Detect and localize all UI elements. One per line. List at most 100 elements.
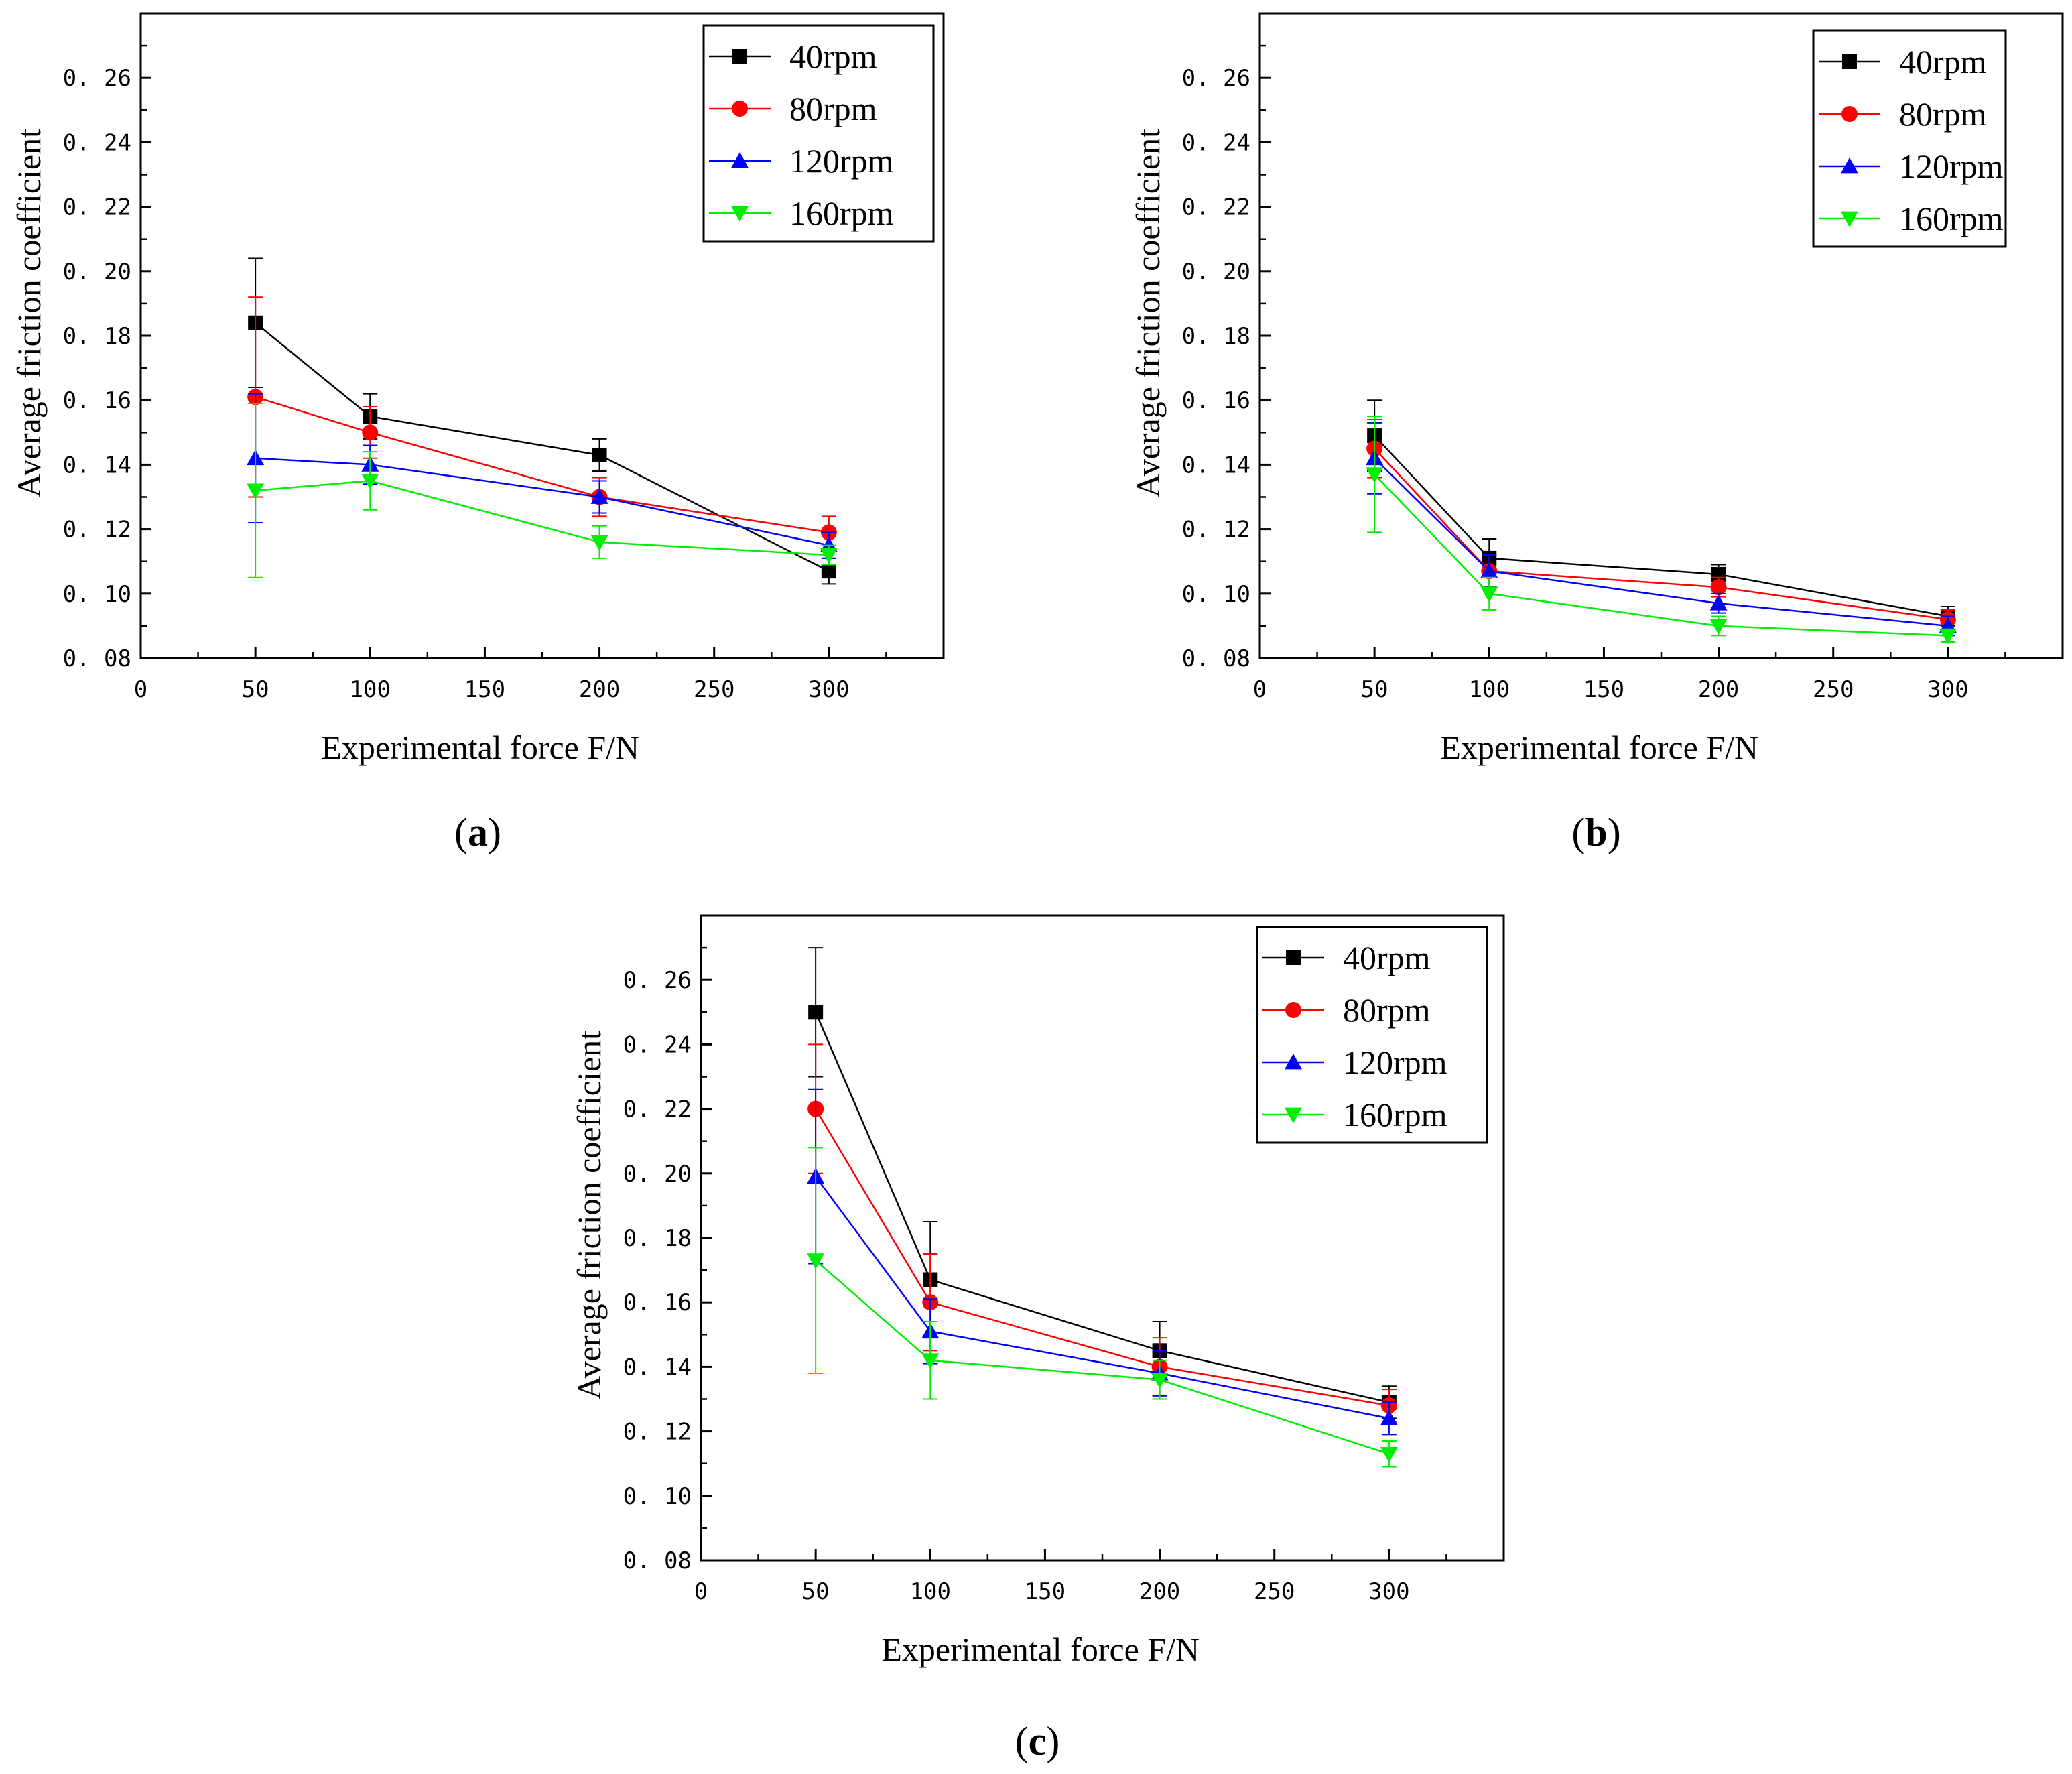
- x-tick-label: 100: [1469, 676, 1510, 703]
- chart-panel-c: 0 50 100 150 200 250 300 0. 08 0. 10 0. 12 0. 14 0.…: [570, 914, 1505, 1763]
- legend-marker: [732, 49, 747, 64]
- series-line: [255, 480, 829, 556]
- series-160rpm: [807, 1147, 1398, 1468]
- y-tick-label: 0. 16: [63, 387, 131, 414]
- x-axis-title: Experimental force F/N: [881, 1631, 1200, 1668]
- x-tick-label: 0: [134, 676, 147, 703]
- y-tick-label: 0. 24: [63, 129, 131, 156]
- data-point: [1151, 1373, 1169, 1389]
- panel-label: (b): [1571, 810, 1620, 854]
- y-tick-label: 0. 26: [63, 65, 131, 92]
- x-tick-label: 250: [694, 676, 734, 703]
- x-tick-label: 200: [1139, 1578, 1180, 1605]
- data-point: [1366, 467, 1384, 483]
- x-axis-title: Experimental force F/N: [1440, 728, 1758, 766]
- y-tick-label: 0. 10: [63, 581, 131, 608]
- chart-panel-b: 0 50 100 150 200 250 300 0. 08 0. 10 0. 12 0. 14 0.…: [1129, 12, 2064, 854]
- legend-label: 160rpm: [1343, 1096, 1447, 1133]
- data-point: [590, 488, 608, 504]
- legend-label: 80rpm: [1343, 991, 1431, 1029]
- legend-label: 120rpm: [789, 142, 894, 180]
- data-point: [1709, 619, 1728, 635]
- legend: 40rpm 80rpm 120rpm 160rpm: [1256, 926, 1488, 1144]
- y-tick-label: 0. 12: [63, 517, 131, 544]
- x-tick-label: 50: [242, 676, 269, 703]
- y-tick-label: 0. 20: [623, 1161, 692, 1188]
- y-tick-label: 0. 20: [1182, 259, 1250, 286]
- y-tick-label: 0. 12: [623, 1419, 692, 1446]
- data-point: [808, 1005, 824, 1020]
- data-point: [921, 1353, 940, 1369]
- legend-marker: [732, 101, 748, 117]
- y-tick-label: 0. 08: [1182, 645, 1250, 672]
- series-line: [815, 1259, 1390, 1455]
- data-point: [592, 447, 607, 462]
- x-tick-label: 300: [1368, 1578, 1409, 1605]
- y-axis-title: Average friction coefficient: [570, 1031, 608, 1400]
- y-tick-label: 0. 26: [1182, 65, 1250, 92]
- data-point: [1939, 628, 1957, 645]
- data-point: [807, 1253, 825, 1269]
- x-tick-label: 0: [1253, 676, 1267, 703]
- data-point: [247, 483, 265, 499]
- y-tick-label: 0. 24: [623, 1031, 692, 1058]
- x-tick-label: 0: [694, 1578, 708, 1605]
- y-tick-label: 0. 08: [623, 1547, 692, 1574]
- legend: 40rpm 80rpm 120rpm 160rpm: [1812, 29, 2007, 248]
- legend-marker: [731, 152, 749, 168]
- legend-label: 160rpm: [1899, 200, 2004, 237]
- x-tick-label: 200: [579, 676, 620, 703]
- series-160rpm: [1366, 416, 1957, 645]
- series-120rpm: [247, 393, 838, 559]
- legend-label: 80rpm: [789, 90, 877, 127]
- x-tick-label: 150: [464, 676, 505, 703]
- y-tick-label: 0. 22: [1182, 194, 1250, 221]
- y-tick-label: 0. 18: [63, 323, 131, 350]
- legend-marker: [1286, 950, 1301, 965]
- panel-label: (c): [1015, 1719, 1060, 1763]
- series-line: [815, 1108, 1390, 1407]
- y-tick-label: 0. 22: [623, 1096, 692, 1123]
- x-tick-label: 300: [1927, 676, 1968, 703]
- series-line: [255, 322, 830, 572]
- y-tick-label: 0. 10: [623, 1483, 692, 1510]
- legend-label: 80rpm: [1899, 95, 1987, 133]
- series-line: [1374, 448, 1949, 621]
- panel-label: (a): [454, 810, 501, 854]
- series-80rpm: [1366, 419, 1956, 630]
- y-tick-label: 0. 18: [623, 1225, 692, 1252]
- x-tick-label: 50: [1361, 676, 1388, 703]
- legend: 40rpm 80rpm 120rpm 160rpm: [702, 24, 935, 243]
- legend-label: 40rpm: [789, 38, 877, 75]
- legend-label: 120rpm: [1343, 1043, 1447, 1081]
- data-point: [361, 474, 379, 490]
- x-tick-label: 300: [808, 676, 849, 703]
- x-tick-label: 50: [802, 1578, 830, 1605]
- legend-marker: [1842, 54, 1857, 69]
- data-point: [590, 535, 608, 551]
- data-point: [362, 424, 379, 441]
- y-tick-label: 0. 26: [623, 967, 692, 994]
- x-tick-label: 100: [350, 676, 391, 703]
- x-tick-label: 250: [1813, 676, 1854, 703]
- y-tick-label: 0. 14: [1182, 452, 1250, 479]
- legend-label: 40rpm: [1343, 939, 1431, 976]
- y-tick-label: 0. 18: [1182, 323, 1250, 350]
- legend-marker: [1841, 211, 1858, 227]
- x-axis-title: Experimental force F/N: [321, 728, 639, 766]
- data-point: [1709, 594, 1728, 611]
- y-tick-label: 0. 14: [623, 1354, 692, 1381]
- y-tick-label: 0. 20: [63, 259, 131, 286]
- legend-marker: [731, 206, 749, 222]
- x-tick-label: 200: [1698, 676, 1739, 703]
- data-point: [1380, 1409, 1398, 1425]
- y-axis-title: Average friction coefficient: [1129, 129, 1167, 498]
- series-line: [815, 1176, 1390, 1419]
- legend-marker: [1841, 106, 1858, 122]
- legend-marker: [1285, 1002, 1301, 1018]
- y-tick-label: 0. 24: [1182, 129, 1250, 156]
- series-line: [1374, 473, 1948, 637]
- x-tick-label: 150: [1583, 676, 1624, 703]
- legend-marker: [1841, 157, 1858, 174]
